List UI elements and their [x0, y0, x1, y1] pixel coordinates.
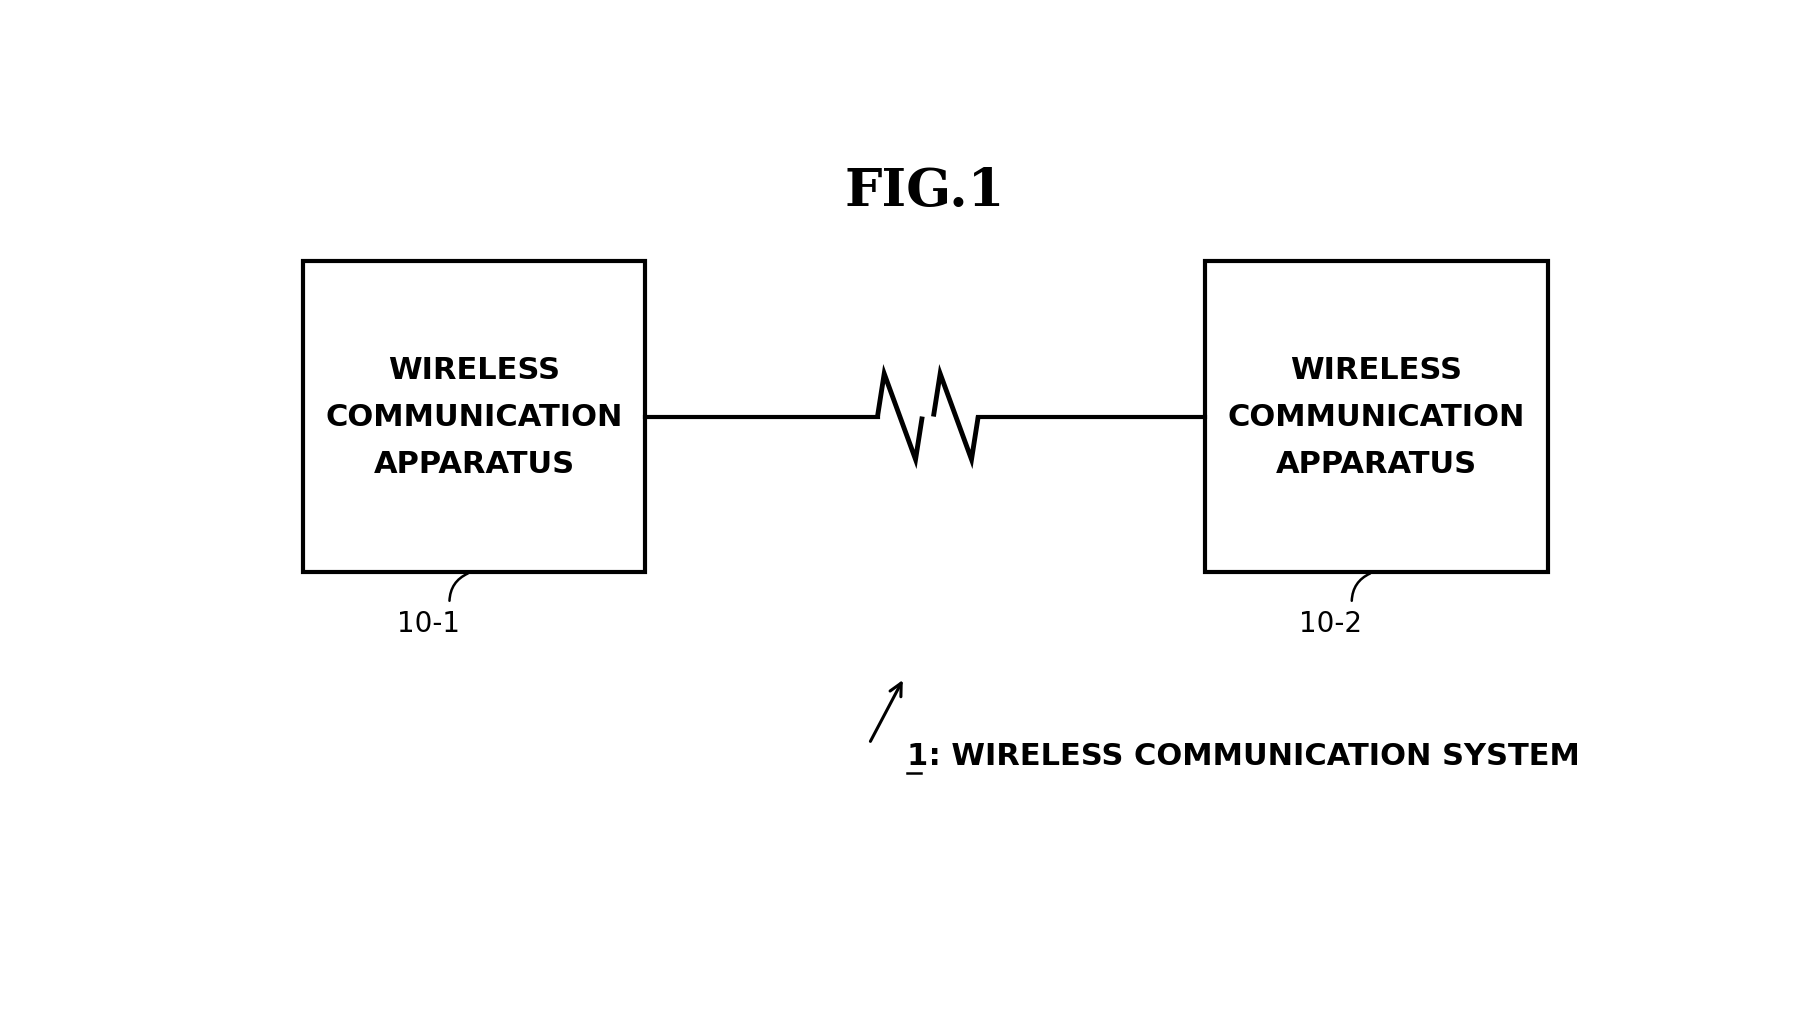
Text: 10-2: 10-2 [1300, 610, 1363, 637]
Text: WIRELESS
COMMUNICATION
APPARATUS: WIRELESS COMMUNICATION APPARATUS [325, 355, 623, 479]
Text: WIRELESS
COMMUNICATION
APPARATUS: WIRELESS COMMUNICATION APPARATUS [1227, 355, 1525, 479]
Bar [1206, 262, 1547, 573]
Text: FIG.1: FIG.1 [845, 166, 1005, 216]
Text: : WIRELESS COMMUNICATION SYSTEM: : WIRELESS COMMUNICATION SYSTEM [919, 741, 1579, 770]
Bar [303, 262, 646, 573]
Text: 1: 1 [906, 741, 928, 770]
Text: 10-1: 10-1 [397, 610, 460, 637]
